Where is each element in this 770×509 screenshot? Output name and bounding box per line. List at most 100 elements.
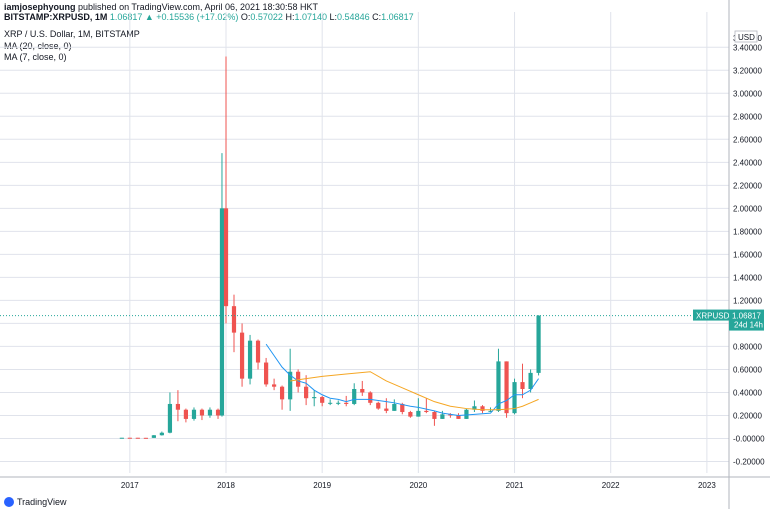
candle-up — [472, 406, 477, 410]
y-tick-label: 2.60000 — [733, 135, 762, 144]
ohlc-line: BITSTAMP:XRPUSD, 1M 1.06817 ▲ +0.15536 (… — [4, 12, 414, 22]
publisher-text: published on TradingView.com, April 06, … — [78, 2, 319, 12]
candle-up — [119, 437, 124, 439]
chart-title[interactable]: XRP / U.S. Dollar, 1M, BITSTAMP — [4, 29, 140, 39]
candle-up — [312, 397, 317, 399]
high-value: 1.07140 — [294, 12, 328, 22]
y-tick-label: 1.40000 — [733, 273, 762, 282]
candle-down — [143, 437, 148, 439]
symbol-tag-label: XRPUSD — [696, 312, 730, 321]
candle-down — [424, 410, 429, 413]
candle-down — [360, 389, 365, 393]
candle-down — [271, 384, 277, 387]
candle-up — [536, 315, 541, 373]
candle-down — [279, 386, 285, 400]
candle-down — [368, 392, 373, 403]
candle-down — [448, 414, 453, 416]
candle-down — [239, 332, 245, 379]
candle-down — [304, 386, 309, 399]
last-price-value: 1.06817 — [732, 312, 761, 321]
candle-up — [496, 361, 501, 411]
candle-down — [127, 437, 132, 439]
candle-down — [199, 409, 205, 416]
y-tick-label: 0.40000 — [733, 388, 762, 397]
open-value: 0.57022 — [250, 12, 283, 22]
y-tick-label: -0.20000 — [733, 457, 765, 466]
candle-up — [247, 340, 253, 379]
candle-up — [288, 371, 293, 400]
candle-down — [255, 340, 261, 363]
candle-down — [183, 409, 189, 419]
x-tick-label: 2022 — [602, 481, 620, 490]
symbol-label: BITSTAMP:XRPUSD, 1M — [4, 12, 108, 22]
candle-up — [528, 372, 533, 390]
y-tick-label: 2.20000 — [733, 181, 762, 190]
ma7-legend[interactable]: MA (7, close, 0) — [4, 52, 67, 62]
candle-up — [336, 402, 341, 404]
tradingview-branding: TradingView — [4, 497, 67, 507]
candles — [119, 56, 541, 439]
moving-averages — [265, 343, 539, 416]
candle-down — [384, 408, 389, 411]
candle-up — [151, 435, 156, 438]
y-tick-label: 0.60000 — [733, 365, 762, 374]
candle-down — [432, 412, 437, 419]
candle-up — [440, 414, 445, 419]
y-tick-label: 3.00000 — [733, 89, 762, 98]
ma20-legend[interactable]: MA (20, close, 0) — [4, 41, 72, 51]
candle-down — [231, 306, 237, 333]
candle-up — [512, 382, 517, 414]
candle-up — [328, 402, 333, 404]
candle-down — [320, 397, 325, 403]
x-tick-label: 2023 — [698, 481, 716, 490]
branding-text: TradingView — [17, 497, 67, 507]
x-tick-label: 2017 — [121, 481, 139, 490]
candle-down — [400, 403, 405, 413]
candle-down — [296, 371, 301, 387]
y-tick-label: 2.00000 — [733, 204, 762, 213]
countdown-label: 24d 14h — [734, 321, 763, 330]
candle-down — [456, 415, 461, 419]
x-tick-label: 2018 — [217, 481, 235, 490]
candle-down — [223, 208, 229, 307]
y-tick-label: 0.20000 — [733, 411, 762, 420]
y-tick-label: 0.80000 — [733, 342, 762, 351]
y-tick-label: 1.60000 — [733, 250, 762, 259]
candle-down — [175, 403, 181, 410]
y-tick-label: 1.80000 — [733, 227, 762, 236]
y-tick-label: 1.20000 — [733, 296, 762, 305]
candle-down — [135, 437, 140, 439]
candle-up — [488, 410, 493, 412]
candle-down — [376, 402, 381, 409]
candle-down — [504, 361, 509, 414]
candle-up — [352, 389, 357, 404]
tradingview-logo-icon — [4, 497, 14, 507]
close-value: 1.06817 — [381, 12, 414, 22]
candle-up — [159, 432, 164, 436]
last-price-tag — [729, 309, 764, 331]
ma7-line — [265, 343, 539, 416]
y-tick-label: -0.00000 — [733, 434, 765, 443]
candle-up — [464, 409, 469, 419]
close-label: C: — [372, 12, 382, 22]
candle-up — [207, 409, 213, 416]
y-tick-label: 3.20000 — [733, 66, 762, 75]
publisher-user: iamjosephyoung — [4, 2, 76, 12]
grid — [0, 12, 729, 473]
publisher-line: iamjosephyoung published on TradingView.… — [4, 2, 318, 12]
candle-up — [167, 403, 173, 433]
x-tick-label: 2019 — [313, 481, 331, 490]
unit-box — [734, 30, 758, 43]
candle-down — [344, 402, 349, 404]
y-tick-label: 2.80000 — [733, 112, 762, 121]
candle-up — [392, 403, 397, 411]
candle-down — [264, 362, 269, 385]
y-tick-label: 2.40000 — [733, 158, 762, 167]
candle-up — [191, 409, 197, 419]
low-label: L: — [329, 12, 338, 22]
x-tick-label: 2021 — [506, 481, 524, 490]
high-label: H: — [285, 12, 295, 22]
ma20-line — [290, 371, 539, 411]
